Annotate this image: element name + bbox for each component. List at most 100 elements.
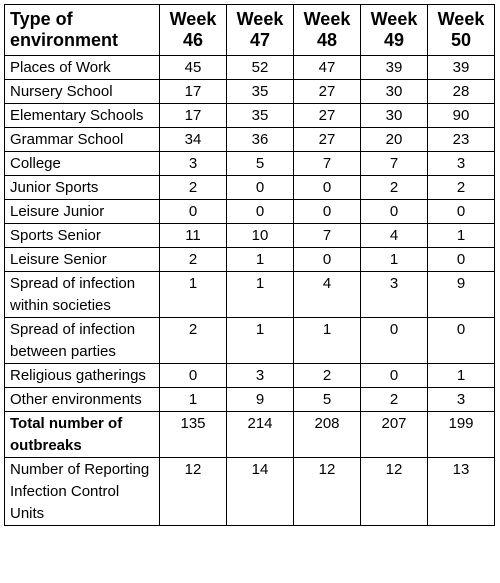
cell-value: 47 xyxy=(293,55,361,80)
cell-value: 12 xyxy=(159,457,227,526)
cell-value: 34 xyxy=(159,127,227,152)
header-week-48: Week 48 xyxy=(293,4,361,56)
cell-value: 14 xyxy=(226,457,294,526)
cell-value: 0 xyxy=(159,199,227,224)
cell-value: 45 xyxy=(159,55,227,80)
row-label: College xyxy=(4,151,160,176)
header-week-number: 49 xyxy=(383,30,405,50)
cell-value: 0 xyxy=(427,247,495,272)
row-label: Elementary Schools xyxy=(4,103,160,128)
cell-value: 30 xyxy=(360,103,428,128)
cell-value: 52 xyxy=(226,55,294,80)
cell-value: 13 xyxy=(427,457,495,526)
cell-value: 2 xyxy=(360,175,428,200)
cell-value: 0 xyxy=(427,317,495,364)
cell-value: 199 xyxy=(427,411,495,458)
row-label: Total number of outbreaks xyxy=(4,411,160,458)
table-row: Spread of infection within societies 1 1 4 3… xyxy=(4,271,495,318)
table-row: Other environments 1 9 5 2 3 xyxy=(4,387,495,412)
table-row: Places of Work 45 52 47 39 39 xyxy=(4,55,495,80)
cell-value: 214 xyxy=(226,411,294,458)
table-row: Number of Reporting Infection Control Un… xyxy=(4,457,495,526)
header-week-number: 50 xyxy=(450,30,472,50)
table-row: Leisure Junior 0 0 0 0 0 xyxy=(4,199,495,224)
cell-value: 17 xyxy=(159,79,227,104)
outbreak-table: Type of environment Week 46 Week 47 Week… xyxy=(4,4,495,526)
cell-value: 1 xyxy=(293,317,361,364)
cell-value: 1 xyxy=(427,363,495,388)
cell-value: 7 xyxy=(293,223,361,248)
table-row: Total number of outbreaks 135 214 208 207 199 xyxy=(4,411,495,458)
table-row: Sports Senior 11 10 7 4 1 xyxy=(4,223,495,248)
cell-value: 1 xyxy=(226,271,294,318)
table-row: Spread of infection between parties 2 1 1 0 0 xyxy=(4,317,495,364)
cell-value: 10 xyxy=(226,223,294,248)
cell-value: 207 xyxy=(360,411,428,458)
cell-value: 11 xyxy=(159,223,227,248)
cell-value: 0 xyxy=(360,317,428,364)
cell-value: 0 xyxy=(226,175,294,200)
cell-value: 9 xyxy=(226,387,294,412)
cell-value: 17 xyxy=(159,103,227,128)
header-week-number: 46 xyxy=(182,30,204,50)
table-row: Religious gatherings 0 3 2 0 1 xyxy=(4,363,495,388)
cell-value: 208 xyxy=(293,411,361,458)
header-week-46: Week 46 xyxy=(159,4,227,56)
cell-value: 1 xyxy=(427,223,495,248)
row-label: Places of Work xyxy=(4,55,160,80)
row-label: Religious gatherings xyxy=(4,363,160,388)
cell-value: 0 xyxy=(159,363,227,388)
cell-value: 135 xyxy=(159,411,227,458)
header-week-49: Week 49 xyxy=(360,4,428,56)
table-row: Leisure Senior 2 1 0 1 0 xyxy=(4,247,495,272)
header-row: Type of environment Week 46 Week 47 Week… xyxy=(4,4,495,56)
header-week-number: 47 xyxy=(249,30,271,50)
cell-value: 36 xyxy=(226,127,294,152)
cell-value: 2 xyxy=(360,387,428,412)
cell-value: 27 xyxy=(293,127,361,152)
row-label: Sports Senior xyxy=(4,223,160,248)
row-label: Nursery School xyxy=(4,79,160,104)
cell-value: 35 xyxy=(226,103,294,128)
cell-value: 3 xyxy=(226,363,294,388)
cell-value: 4 xyxy=(360,223,428,248)
cell-value: 0 xyxy=(293,199,361,224)
header-week-label: Week xyxy=(303,9,351,29)
header-week-label: Week xyxy=(169,9,217,29)
row-label: Grammar School xyxy=(4,127,160,152)
cell-value: 1 xyxy=(226,247,294,272)
row-label: Spread of infection within societies xyxy=(4,271,160,318)
cell-value: 27 xyxy=(293,103,361,128)
cell-value: 5 xyxy=(293,387,361,412)
cell-value: 90 xyxy=(427,103,495,128)
cell-value: 2 xyxy=(427,175,495,200)
cell-value: 3 xyxy=(159,151,227,176)
table-body: Places of Work 45 52 47 39 39 Nursery School 17… xyxy=(4,55,495,526)
row-label: Leisure Senior xyxy=(4,247,160,272)
header-week-number: 48 xyxy=(316,30,338,50)
cell-value: 2 xyxy=(293,363,361,388)
cell-value: 0 xyxy=(226,199,294,224)
header-environment: Type of environment xyxy=(4,4,160,56)
row-label: Other environments xyxy=(4,387,160,412)
cell-value: 28 xyxy=(427,79,495,104)
outbreak-table-container: Type of environment Week 46 Week 47 Week… xyxy=(4,4,495,526)
header-week-label: Week xyxy=(370,9,418,29)
cell-value: 5 xyxy=(226,151,294,176)
table-row: Elementary Schools 17 35 27 30 90 xyxy=(4,103,495,128)
cell-value: 1 xyxy=(159,387,227,412)
cell-value: 0 xyxy=(360,363,428,388)
row-label: Junior Sports xyxy=(4,175,160,200)
cell-value: 1 xyxy=(159,271,227,318)
row-label: Number of Reporting Infection Control Un… xyxy=(4,457,160,526)
table-row: College 3 5 7 7 3 xyxy=(4,151,495,176)
header-week-label: Week xyxy=(437,9,485,29)
cell-value: 1 xyxy=(360,247,428,272)
header-week-label: Week xyxy=(236,9,284,29)
cell-value: 0 xyxy=(427,199,495,224)
cell-value: 9 xyxy=(427,271,495,318)
cell-value: 39 xyxy=(427,55,495,80)
table-row: Junior Sports 2 0 0 2 2 xyxy=(4,175,495,200)
cell-value: 3 xyxy=(427,151,495,176)
cell-value: 2 xyxy=(159,317,227,364)
